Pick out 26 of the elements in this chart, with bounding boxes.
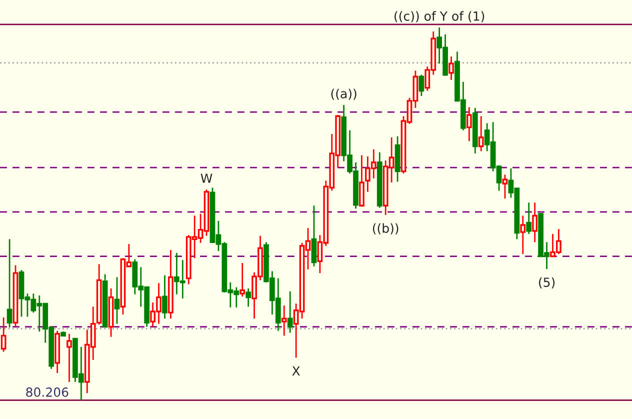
candlestick <box>281 304 287 336</box>
candlestick <box>0 316 6 352</box>
candlestick <box>246 288 251 308</box>
candlestick <box>359 154 364 208</box>
candlestick <box>311 204 317 268</box>
candlestick <box>240 262 246 298</box>
annotation: W <box>200 174 212 183</box>
candlestick <box>162 274 168 320</box>
candlestick <box>114 276 120 324</box>
candlestick <box>6 238 12 328</box>
annotation: ((a)) <box>331 88 356 100</box>
annotation: X <box>292 366 300 376</box>
candlestick <box>287 290 293 334</box>
candlestick <box>418 74 424 97</box>
annotation: 80.206 <box>26 387 68 397</box>
candlestick <box>478 115 484 152</box>
candlestick <box>526 202 532 235</box>
annotation: ((b)) <box>372 223 398 234</box>
candlestick <box>466 106 472 142</box>
annotation: (5) <box>538 277 555 288</box>
candlestick <box>448 56 454 81</box>
annotation: ((c)) of Y of (1) <box>394 11 484 22</box>
candlestick <box>520 214 526 255</box>
candlestick <box>532 202 538 243</box>
candlestick <box>66 333 72 383</box>
candlestick <box>502 174 508 200</box>
